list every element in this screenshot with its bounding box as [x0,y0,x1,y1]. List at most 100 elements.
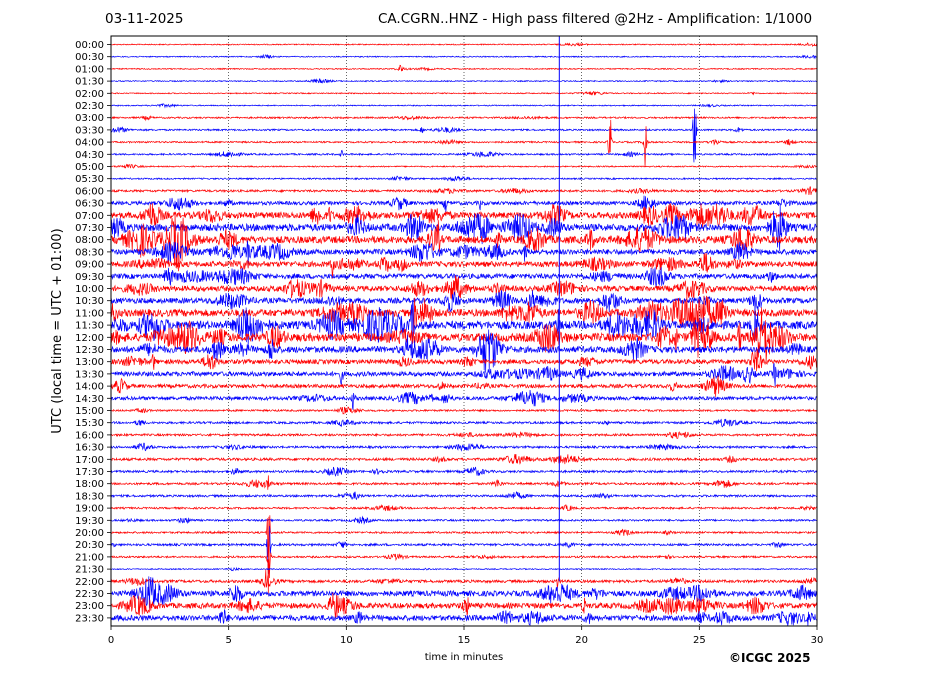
y-tick-label: 18:00 [75,479,104,490]
y-tick-label: 00:30 [75,52,104,63]
trace-row-1900 [110,504,818,512]
x-axis-title: time in minutes [425,652,504,663]
x-tick-label: 10 [340,635,353,646]
x-tick-label: 25 [693,635,706,646]
trace-row-1030 [110,290,818,313]
trace-row-1700 [110,454,818,465]
trace-row-0930 [110,267,818,288]
trace-row-0730 [110,205,818,252]
trace-row-0830 [110,240,818,268]
trace-row-0100 [110,64,818,72]
y-tick-label: 04:00 [75,138,104,149]
x-tick-label: 15 [458,635,471,646]
y-axis-title: UTC (local time = UTC + 01:00) [50,228,65,433]
y-tick-label: 22:00 [75,577,104,588]
y-tick-label: 20:00 [75,528,104,539]
y-tick-label: 00:00 [75,40,104,51]
y-tick-label: 19:30 [75,516,104,527]
y-tick-label: 10:00 [75,284,104,295]
trace-row-0230 [110,103,818,109]
trace-row-1830 [110,491,818,501]
grid-lines [228,36,700,626]
trace-row-0200 [110,90,818,96]
y-tick-label: 11:00 [75,308,104,319]
x-tick-label: 30 [811,635,824,646]
seismic-traces [110,36,818,627]
trace-row-0530 [110,175,818,182]
y-tick-label: 15:30 [75,418,104,429]
x-tick-label: 20 [575,635,588,646]
y-tick-label: 20:30 [75,540,104,551]
y-tick-label: 07:30 [75,223,104,234]
trace-row-0130 [110,77,818,84]
trace-row-2200 [110,569,818,589]
y-tick-label: 03:00 [75,113,104,124]
trace-row-1730 [110,466,818,477]
y-tick-label: 21:00 [75,552,104,563]
y-tick-label: 11:30 [75,321,104,332]
trace-row-0900 [110,252,818,279]
y-tick-label: 09:30 [75,272,104,283]
y-tick-label: 07:00 [75,211,104,222]
y-tick-label: 14:30 [75,394,104,405]
trace-row-1500 [110,406,818,415]
trace-row-2230 [110,576,818,609]
y-tick-label: 17:00 [75,455,104,466]
y-tick-label: 05:00 [75,162,104,173]
trace-row-1930 [110,515,818,525]
trace-row-0630 [110,195,818,212]
date-label: 03-11-2025 [105,11,184,27]
trace-row-0030 [110,53,818,60]
trace-row-0330 [110,108,818,163]
y-tick-label: 06:30 [75,199,104,210]
trace-row-1600 [110,431,818,439]
trace-row-1100 [110,295,818,335]
x-tick-label: 5 [225,635,231,646]
trace-row-0400 [110,119,818,168]
trace-row-2100 [110,516,818,595]
y-tick-label: 22:30 [75,589,104,600]
y-tick-label: 01:30 [75,77,104,88]
trace-row-0430 [110,149,818,158]
y-tick-label: 10:30 [75,296,104,307]
y-tick-label: 02:30 [75,101,104,112]
trace-row-0600 [110,186,818,196]
y-tick-label: 09:00 [75,260,104,271]
y-tick-label: 23:30 [75,613,104,624]
trace-row-1530 [110,418,818,428]
y-tick-label: 15:00 [75,406,104,417]
trace-row-1400 [110,375,818,397]
trace-row-0700 [110,203,818,228]
trace-row-0800 [110,211,818,272]
trace-row-2130 [110,566,818,572]
x-axis: 0 5 10 15 20 25 30 [108,626,824,646]
trace-row-1430 [110,389,818,410]
trace-row-0000 [110,41,818,47]
y-tick-label: 04:30 [75,150,104,161]
y-tick-label: 02:00 [75,89,104,100]
y-tick-label: 06:00 [75,186,104,197]
y-tick-label: 16:00 [75,430,104,441]
trace-row-1630 [110,442,818,452]
trace-row-1230 [110,329,818,373]
trace-row-0500 [110,163,818,169]
y-tick-label: 03:30 [75,125,104,136]
trace-row-1200 [110,307,818,363]
trace-row-1300 [110,348,818,372]
y-tick-label: 23:00 [75,601,104,612]
copyright-label: ©ICGC 2025 [729,651,811,665]
x-tick-label: 0 [108,635,114,646]
y-tick-label: 01:00 [75,64,104,75]
trace-row-2000 [110,515,818,558]
y-tick-label: 13:00 [75,357,104,368]
chart-title: CA.CGRN..HNZ - High pass filtered @2Hz -… [378,11,813,27]
y-tick-label: 14:00 [75,382,104,393]
y-tick-label: 17:30 [75,467,104,478]
trace-row-1800 [110,475,818,490]
y-tick-label: 08:30 [75,247,104,258]
y-tick-label: 13:30 [75,369,104,380]
y-tick-label: 21:30 [75,565,104,576]
y-tick-label: 12:00 [75,333,104,344]
